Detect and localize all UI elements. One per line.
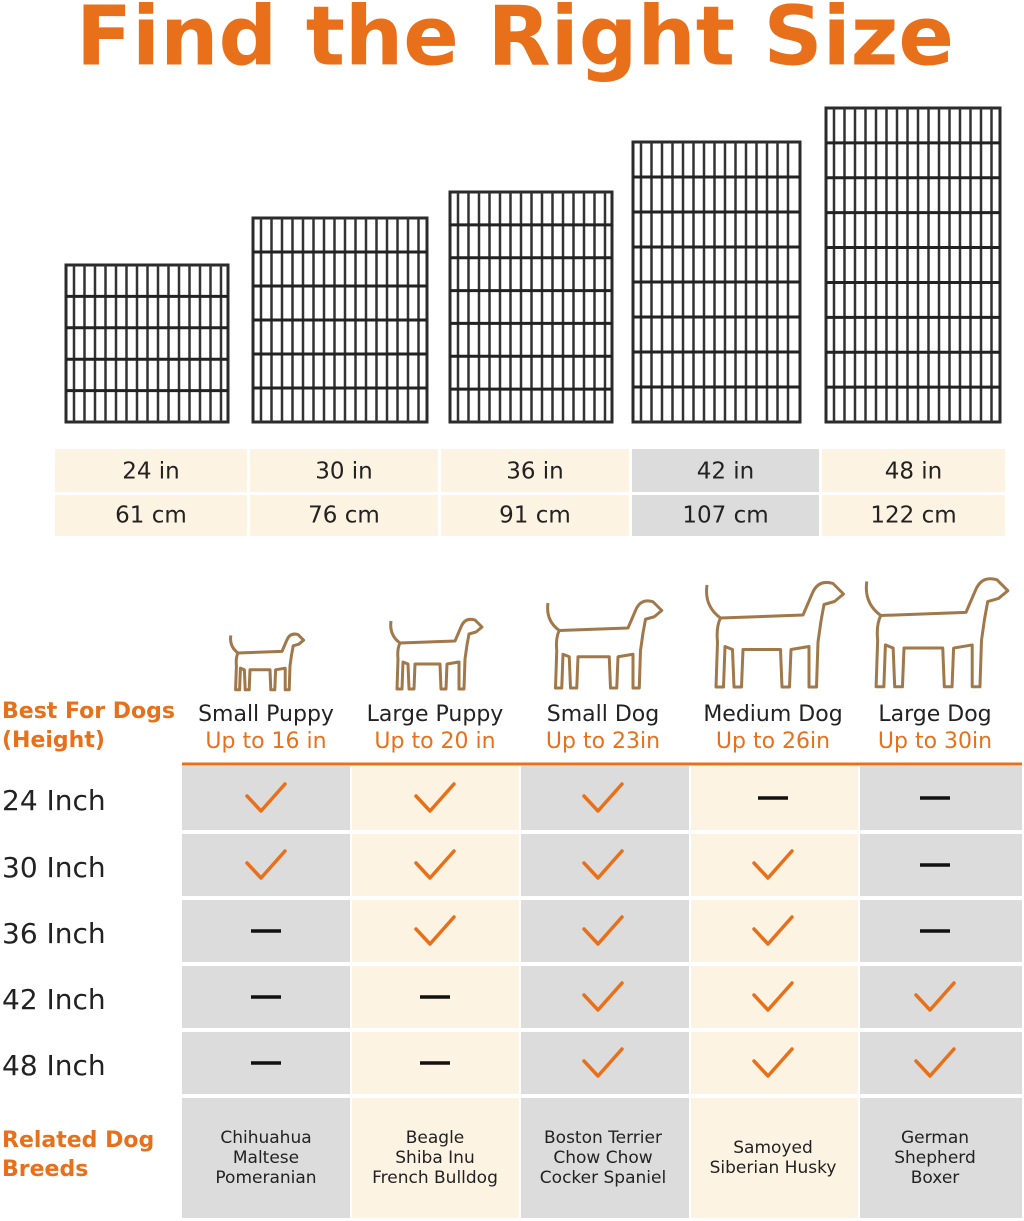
dog-name: Large Dog bbox=[878, 702, 991, 727]
crate-frame bbox=[824, 106, 1002, 424]
table-cell bbox=[691, 900, 858, 962]
size-cell bbox=[822, 449, 1005, 492]
fit-header: (Height) bbox=[2, 728, 105, 753]
breed-name: Boxer bbox=[911, 1168, 960, 1188]
table-cell bbox=[521, 766, 689, 830]
check-mark bbox=[752, 1047, 794, 1078]
check-mark bbox=[414, 849, 456, 880]
size-cell bbox=[632, 495, 819, 536]
breed-name: Boston Terrier bbox=[544, 1128, 662, 1148]
size-cell bbox=[55, 495, 247, 536]
dog-height: Up to 20 in bbox=[374, 729, 495, 754]
table-cell bbox=[860, 1098, 1022, 1218]
fit-header: Best For Dogs bbox=[2, 699, 175, 724]
size-cell bbox=[250, 449, 438, 492]
check-mark bbox=[914, 1047, 956, 1078]
size-inch: 24 in bbox=[122, 459, 180, 485]
table-cell bbox=[182, 766, 350, 830]
check-mark bbox=[582, 981, 624, 1012]
dog-silhouette bbox=[229, 632, 306, 692]
dog-silhouette bbox=[864, 577, 1010, 689]
dog-silhouette bbox=[389, 617, 484, 691]
dog-height: Up to 26in bbox=[716, 729, 830, 754]
breed-name: French Bulldog bbox=[372, 1168, 498, 1188]
check-mark bbox=[414, 915, 456, 946]
breed-name: Chow Chow bbox=[553, 1148, 652, 1168]
table-cell bbox=[691, 834, 858, 896]
size-cell bbox=[55, 449, 247, 492]
dog-height: Up to 23in bbox=[546, 729, 660, 754]
check-mark bbox=[414, 782, 456, 813]
table-cell bbox=[521, 834, 689, 896]
size-inch: 42 in bbox=[697, 459, 755, 485]
breed-name: Shiba Inu bbox=[395, 1148, 474, 1168]
title: Find the Right Size bbox=[76, 0, 954, 84]
table-cell bbox=[352, 766, 519, 830]
check-mark bbox=[752, 981, 794, 1012]
dog-height: Up to 16 in bbox=[205, 729, 326, 754]
row-label: 36 Inch bbox=[2, 917, 106, 950]
row-label: 48 Inch bbox=[2, 1049, 106, 1082]
breed-name: Maltese bbox=[233, 1148, 299, 1168]
size-cm: 107 cm bbox=[682, 503, 768, 529]
table-cell bbox=[352, 900, 519, 962]
size-inch: 48 in bbox=[885, 459, 943, 485]
dog-silhouette bbox=[546, 599, 664, 690]
table-cell bbox=[182, 1098, 350, 1218]
size-cm: 122 cm bbox=[870, 503, 956, 529]
table-cell bbox=[521, 1032, 689, 1094]
check-mark bbox=[245, 849, 287, 880]
check-mark bbox=[582, 782, 624, 813]
row-label: 24 Inch bbox=[2, 784, 106, 817]
size-cm: 91 cm bbox=[499, 503, 571, 529]
size-inch: 30 in bbox=[315, 459, 373, 485]
table-cell bbox=[521, 1098, 689, 1218]
dog-name: Small Dog bbox=[547, 702, 659, 727]
breed-name: Siberian Husky bbox=[710, 1158, 837, 1178]
table-cell bbox=[521, 900, 689, 962]
dog-name: Small Puppy bbox=[198, 702, 334, 727]
breed-name: Samoyed bbox=[733, 1138, 812, 1158]
check-mark bbox=[245, 782, 287, 813]
table-cell bbox=[691, 1098, 858, 1218]
table-cell bbox=[521, 966, 689, 1028]
row-label: 42 Inch bbox=[2, 983, 106, 1016]
size-cell bbox=[441, 449, 629, 492]
size-cm: 61 cm bbox=[115, 503, 187, 529]
size-inch: 36 in bbox=[506, 459, 564, 485]
size-cell bbox=[632, 449, 819, 492]
breed-name: Cocker Spaniel bbox=[540, 1168, 666, 1188]
table-cell bbox=[691, 1032, 858, 1094]
table-cell bbox=[352, 1098, 519, 1218]
table-cell bbox=[182, 834, 350, 896]
check-mark bbox=[752, 849, 794, 880]
breed-name: Pomeranian bbox=[215, 1168, 316, 1188]
check-mark bbox=[914, 981, 956, 1012]
row-label: 30 Inch bbox=[2, 851, 106, 884]
check-mark bbox=[582, 1047, 624, 1078]
check-mark bbox=[582, 915, 624, 946]
check-mark bbox=[752, 915, 794, 946]
size-cell bbox=[822, 495, 1005, 536]
breed-name: Chihuahua bbox=[220, 1128, 311, 1148]
dog-name: Medium Dog bbox=[703, 702, 842, 727]
size-cell bbox=[250, 495, 438, 536]
breed-name: Beagle bbox=[406, 1128, 465, 1148]
dog-silhouette bbox=[705, 580, 845, 689]
dog-height: Up to 30in bbox=[878, 729, 992, 754]
breeds-header: Breeds bbox=[2, 1157, 88, 1182]
breeds-header: Related Dog bbox=[2, 1128, 154, 1153]
table-cell bbox=[352, 834, 519, 896]
size-cell bbox=[441, 495, 629, 536]
size-cm: 76 cm bbox=[308, 503, 380, 529]
check-mark bbox=[582, 849, 624, 880]
table-cell bbox=[691, 966, 858, 1028]
breed-name: Shepherd bbox=[894, 1148, 976, 1168]
breed-name: German bbox=[901, 1128, 969, 1148]
dog-name: Large Puppy bbox=[367, 702, 504, 727]
